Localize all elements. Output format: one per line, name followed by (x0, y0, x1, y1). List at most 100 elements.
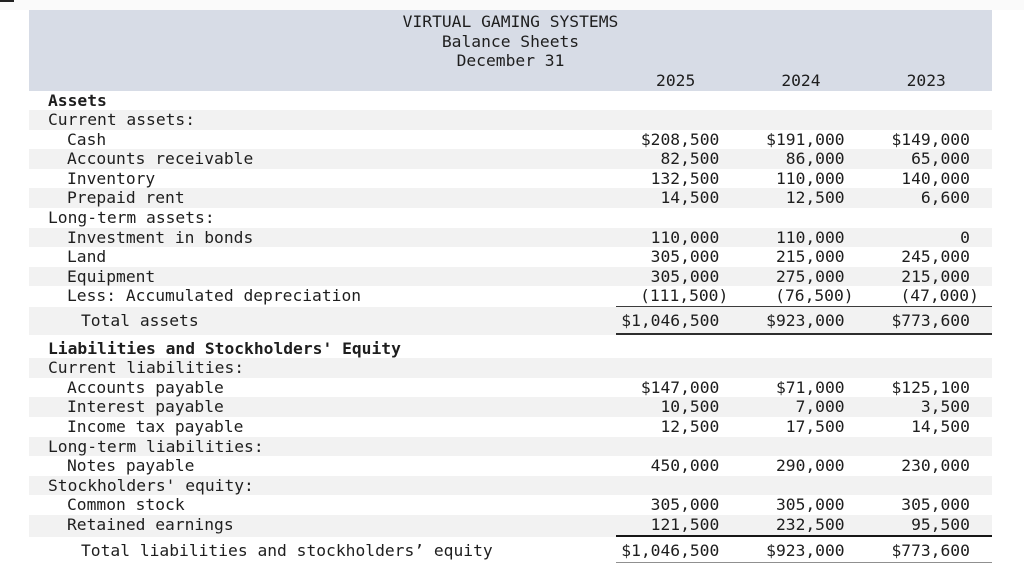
value-col-1: $1,046,500 (621, 540, 720, 560)
value-col-3: 230,000 (901, 456, 970, 476)
value-col-3: (47,000) (900, 286, 979, 306)
row-values: 121,500 232,500 95,500 (616, 515, 992, 537)
value-col-2: 110,000 (775, 227, 845, 247)
value-col-2 (741, 91, 866, 111)
row-label: Liabilities and Stockholders' Equity (48, 338, 401, 358)
statement-header: VIRTUAL GAMING SYSTEMS Balance Sheets De… (29, 10, 992, 91)
row-label: Land (67, 247, 107, 267)
row-values: 305,000 215,000 245,000 (616, 247, 992, 267)
value-col-2: 232,500 (775, 514, 845, 534)
year-header-spacer (29, 71, 613, 90)
value-col-2 (741, 437, 866, 457)
value-col-3: 0 (960, 227, 970, 247)
value-col-3 (867, 476, 992, 496)
value-col-3 (867, 339, 992, 359)
table-row: Current assets: (29, 110, 992, 130)
row-label: Inventory (67, 168, 156, 188)
table-row: Less: Accumulated depreciation (111,500)… (29, 286, 992, 308)
row-values: $1,046,500 $923,000 $773,600 (616, 307, 992, 335)
row-label: Stockholders' equity: (48, 475, 254, 495)
statement-date: December 31 (456, 51, 565, 70)
row-values: $208,500 $191,000 $149,000 (616, 130, 992, 150)
row-values: 14,500 12,500 6,600 (616, 188, 992, 208)
table-row: Liabilities and Stockholders' Equity (29, 339, 992, 359)
value-col-2 (741, 110, 866, 130)
row-label: Total liabilities and stockholders’ equi… (81, 540, 493, 560)
row-label: Retained earnings (67, 514, 234, 534)
value-col-1: 110,000 (650, 227, 720, 247)
table-row: Income tax payable 12,500 17,500 14,500 (29, 417, 992, 437)
row-label: Long-term assets: (48, 208, 215, 228)
value-col-2 (741, 339, 866, 359)
table-row: Interest payable 10,500 7,000 3,500 (29, 397, 992, 417)
value-col-2: 290,000 (775, 456, 845, 476)
row-values: 10,500 7,000 3,500 (616, 397, 992, 417)
value-col-1 (616, 476, 741, 496)
table-row: Land 305,000 215,000 245,000 (29, 247, 992, 267)
value-col-3: 95,500 (911, 514, 970, 534)
statement-rows: Assets Current assets: Cash $208,500 $19… (29, 90, 992, 564)
row-values (616, 110, 992, 130)
value-col-1 (616, 339, 741, 359)
row-values: $147,000 $71,000 $125,100 (616, 378, 992, 398)
value-col-2: (76,500) (775, 286, 854, 306)
value-col-3: 245,000 (901, 247, 970, 267)
row-label: Prepaid rent (67, 188, 185, 208)
column-header-year: 2023 (906, 70, 946, 90)
value-col-2: 86,000 (785, 149, 845, 169)
value-col-2: 305,000 (775, 495, 845, 515)
table-row: Investment in bonds 110,000 110,000 0 (29, 227, 992, 248)
value-col-3: $149,000 (891, 129, 970, 149)
value-col-1 (616, 437, 741, 457)
row-values (616, 358, 992, 378)
row-label: Current assets: (48, 110, 196, 130)
value-col-2: 17,500 (785, 417, 845, 436)
table-row: Inventory 132,500 110,000 140,000 (29, 169, 992, 189)
value-col-3 (867, 208, 992, 228)
company-name: VIRTUAL GAMING SYSTEMS (402, 12, 619, 31)
value-col-1: 12,500 (660, 417, 720, 436)
value-col-2: $191,000 (766, 129, 845, 149)
row-label: Assets (48, 90, 107, 110)
row-label: Income tax payable (67, 417, 244, 436)
row-values (616, 437, 992, 457)
table-row: Current liabilities: (29, 358, 992, 378)
value-col-3: 6,600 (920, 188, 970, 208)
value-col-1: $1,046,500 (621, 311, 720, 331)
statement-title: Balance Sheets (441, 31, 580, 51)
row-values: (111,500) (76,500) (47,000) (616, 286, 992, 308)
value-col-1: 305,000 (650, 247, 720, 267)
value-col-1: (111,500) (640, 286, 729, 306)
value-col-1: 14,500 (660, 188, 720, 208)
row-label: Current liabilities: (48, 358, 245, 378)
value-col-3: 140,000 (901, 168, 970, 188)
value-col-2 (741, 358, 866, 378)
row-values (616, 476, 992, 496)
table-row: Prepaid rent 14,500 12,500 6,600 (29, 188, 992, 209)
value-col-1: 450,000 (650, 456, 720, 476)
row-values: 12,500 17,500 14,500 (616, 417, 992, 437)
value-col-1: 132,500 (650, 168, 720, 188)
value-col-3: 3,500 (920, 397, 970, 417)
row-label: Accounts receivable (67, 149, 254, 169)
row-label: Equipment (67, 266, 156, 286)
value-col-2 (741, 476, 866, 496)
table-row: Cash $208,500 $191,000 $149,000 (29, 130, 992, 150)
value-col-2: 215,000 (775, 247, 845, 267)
row-values: 82,500 86,000 65,000 (616, 149, 992, 169)
row-label: Long-term liabilities: (48, 436, 264, 456)
value-col-2: $71,000 (775, 377, 845, 397)
table-row: Accounts payable $147,000 $71,000 $125,1… (29, 378, 992, 398)
value-col-1: 10,500 (660, 397, 720, 417)
value-col-1: 82,500 (660, 149, 720, 169)
value-col-1: 121,500 (650, 514, 720, 534)
value-col-1: 305,000 (650, 266, 720, 286)
year-header-row: 2025 2024 2023 (29, 71, 992, 91)
value-col-3: $773,600 (891, 540, 970, 560)
value-col-3: 65,000 (911, 149, 970, 169)
value-col-3: 14,500 (911, 417, 970, 436)
value-col-3: 305,000 (901, 495, 970, 515)
row-label: Cash (67, 129, 107, 149)
value-col-2: $923,000 (766, 311, 845, 331)
row-label: Less: Accumulated depreciation (67, 286, 362, 306)
